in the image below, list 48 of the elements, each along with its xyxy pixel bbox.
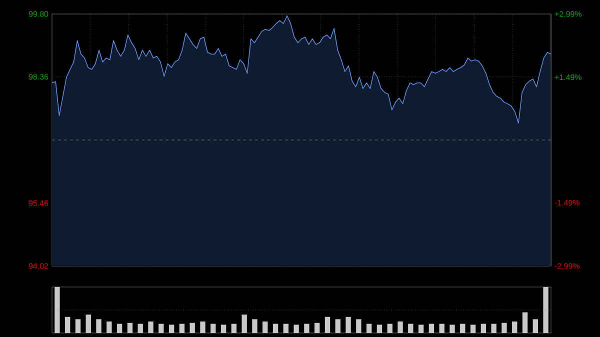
bar — [324, 316, 330, 333]
bar — [283, 324, 289, 333]
bar — [220, 324, 226, 333]
bar — [480, 324, 486, 333]
bar — [190, 322, 195, 333]
bar — [168, 324, 174, 333]
bar — [64, 316, 70, 333]
bar — [75, 319, 81, 333]
bar — [418, 324, 424, 333]
bar — [231, 324, 237, 333]
bar — [335, 319, 340, 333]
bar — [200, 322, 206, 333]
bar — [96, 319, 102, 333]
bar — [304, 324, 310, 333]
bar — [543, 287, 548, 333]
bar — [450, 324, 455, 333]
bar — [356, 319, 362, 333]
bar — [439, 324, 444, 333]
bar — [179, 324, 185, 333]
bar — [460, 324, 466, 333]
bar — [252, 319, 258, 333]
bar — [502, 322, 507, 333]
bar — [210, 324, 216, 333]
bar — [54, 287, 60, 333]
bar — [491, 324, 496, 333]
bar — [522, 312, 528, 333]
bar — [512, 322, 518, 333]
bar — [138, 324, 143, 333]
bar — [470, 324, 476, 333]
bar — [346, 316, 351, 333]
bar — [398, 322, 403, 333]
bar — [408, 324, 414, 333]
bar — [127, 322, 133, 333]
bar — [272, 324, 278, 333]
bar — [314, 322, 320, 333]
bar — [158, 324, 164, 333]
bar — [116, 324, 122, 333]
bar — [86, 314, 91, 333]
bar — [106, 322, 112, 333]
bar — [294, 324, 299, 333]
bar — [148, 322, 154, 333]
bar — [532, 319, 538, 333]
bar — [387, 324, 392, 333]
bar — [262, 322, 268, 333]
bar — [428, 324, 434, 333]
bar — [366, 324, 372, 333]
bar — [376, 324, 382, 333]
bar — [242, 314, 247, 333]
